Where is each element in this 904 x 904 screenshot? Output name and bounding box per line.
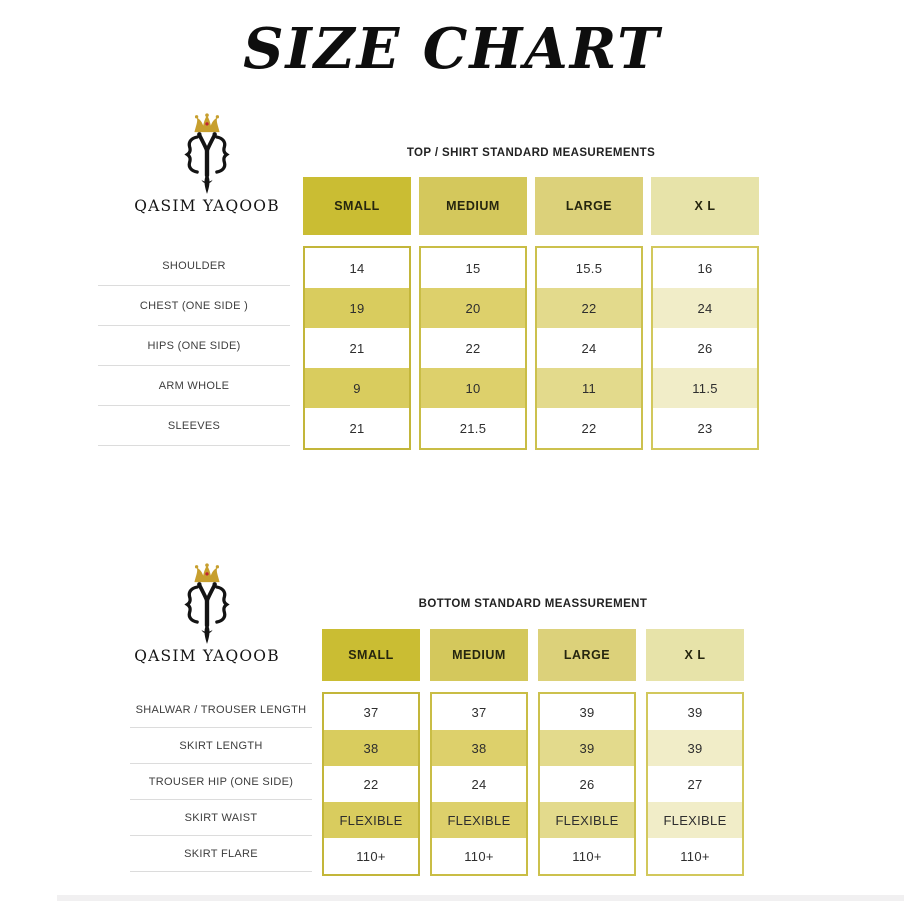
size-column-header: LARGE [535,177,643,235]
qy-monogram-icon [184,582,230,644]
measurement-cell: 21 [349,340,365,356]
page-edge-line [57,895,904,901]
size-column: X L 39 39 27 FLEXIBLE 110+ [646,629,744,876]
size-column-body: 37 38 22 FLEXIBLE 110+ [322,692,420,876]
measurement-cell: 26 [697,340,713,356]
measurement-cell: 38 [432,730,526,766]
crown-icon [194,563,220,583]
measurement-cell: 22 [581,420,597,436]
size-column-body: 39 39 27 FLEXIBLE 110+ [646,692,744,876]
measurement-cell: FLEXIBLE [432,802,526,838]
measurement-label: SHOULDER [98,246,290,286]
size-column-header: MEDIUM [419,177,527,235]
measurement-label: SLEEVES [98,406,290,446]
measurement-cell: 27 [687,776,703,792]
size-column: LARGE 39 39 26 FLEXIBLE 110+ [538,629,636,876]
measurement-label: SHALWAR / TROUSER LENGTH [130,692,312,728]
qy-monogram-icon [184,132,230,194]
measurement-cell: 11 [537,368,641,408]
size-column-body: 39 39 26 FLEXIBLE 110+ [538,692,636,876]
brand-logo-graphic [184,113,230,194]
measurement-labels: SHOULDER CHEST (ONE SIDE ) HIPS (ONE SIDE)… [98,246,290,446]
measurement-label: CHEST (ONE SIDE ) [98,286,290,326]
measurement-cell: 39 [579,704,595,720]
measurement-label: TROUSER HIP (ONE SIDE) [130,764,312,800]
measurement-cell: 11.5 [653,368,757,408]
measurement-cell: 24 [471,776,487,792]
measurement-label: SKIRT LENGTH [130,728,312,764]
measurement-cell: 39 [648,730,742,766]
size-columns: SMALL 37 38 22 FLEXIBLE 110+ MEDIUM 37 38 24 FL… [322,629,744,876]
measurement-cell: 9 [305,368,409,408]
size-column-header: SMALL [322,629,420,681]
measurement-cell: 15.5 [575,260,603,276]
measurement-cell: 19 [305,288,409,328]
measurement-cell: 21 [349,420,365,436]
measurement-cell: 110+ [680,848,710,864]
measurement-cell: 16 [697,260,713,276]
size-column: SMALL 37 38 22 FLEXIBLE 110+ [322,629,420,876]
measurement-cell: 37 [471,704,487,720]
size-column: MEDIUM 15 20 22 10 21.5 [419,177,527,450]
size-column-header: X L [651,177,759,235]
size-column-body: 37 38 24 FLEXIBLE 110+ [430,692,528,876]
measurement-cell: 24 [653,288,757,328]
measurement-cell: FLEXIBLE [648,802,742,838]
page-title: SIZE CHART [243,16,661,82]
table-title-top: TOP / SHIRT STANDARD MEASUREMENTS [406,147,656,159]
measurement-cell: 22 [465,340,481,356]
brand-logo: QASIM YAQOOB [132,113,282,215]
measurement-label: SKIRT FLARE [130,836,312,872]
crown-icon [194,113,220,133]
measurement-cell: 110+ [356,848,386,864]
size-column-body: 16 24 26 11.5 23 [651,246,759,450]
measurement-cell: 15 [465,260,481,276]
measurement-cell: 38 [324,730,418,766]
size-column-header: MEDIUM [430,629,528,681]
measurement-cell: 10 [421,368,525,408]
size-column-header: LARGE [538,629,636,681]
size-columns: SMALL 14 19 21 9 21 MEDIUM 15 20 22 10 21.5 LARG… [303,177,759,450]
measurement-cell: 37 [363,704,379,720]
size-column-body: 15.5 22 24 11 22 [535,246,643,450]
measurement-cell: 39 [540,730,634,766]
measurement-cell: 39 [687,704,703,720]
measurement-cell: FLEXIBLE [324,802,418,838]
measurement-cell: 14 [349,260,365,276]
brand-logo: QASIM YAQOOB [132,563,282,665]
table-title-bottom: BOTTOM STANDARD MEASSUREMENT [418,598,648,610]
brand-logo-graphic [184,563,230,644]
size-column-body: 15 20 22 10 21.5 [419,246,527,450]
measurement-cell: 110+ [464,848,494,864]
measurement-cell: 110+ [572,848,602,864]
brand-name: QASIM YAQOOB [134,647,280,665]
measurement-cell: 22 [537,288,641,328]
measurement-cell: FLEXIBLE [540,802,634,838]
measurement-labels: SHALWAR / TROUSER LENGTH SKIRT LENGTH TROU… [130,692,312,872]
size-column-header: X L [646,629,744,681]
measurement-cell: 22 [363,776,379,792]
measurement-label: HIPS (ONE SIDE) [98,326,290,366]
measurement-cell: 20 [421,288,525,328]
measurement-cell: 26 [579,776,595,792]
brand-name: QASIM YAQOOB [134,197,280,215]
size-column: SMALL 14 19 21 9 21 [303,177,411,450]
size-column: X L 16 24 26 11.5 23 [651,177,759,450]
measurement-cell: 21.5 [459,420,487,436]
size-column: LARGE 15.5 22 24 11 22 [535,177,643,450]
size-column-header: SMALL [303,177,411,235]
measurement-cell: 23 [697,420,713,436]
size-column: MEDIUM 37 38 24 FLEXIBLE 110+ [430,629,528,876]
measurement-label: SKIRT WAIST [130,800,312,836]
measurement-cell: 24 [581,340,597,356]
bottom-section: QASIM YAQOOB BOTTOM STANDARD MEASSUREMEN… [0,555,904,904]
measurement-label: ARM WHOLE [98,366,290,406]
size-column-body: 14 19 21 9 21 [303,246,411,450]
top-shirt-section: QASIM YAQOOB TOP / SHIRT STANDARD MEASUR… [0,105,904,465]
